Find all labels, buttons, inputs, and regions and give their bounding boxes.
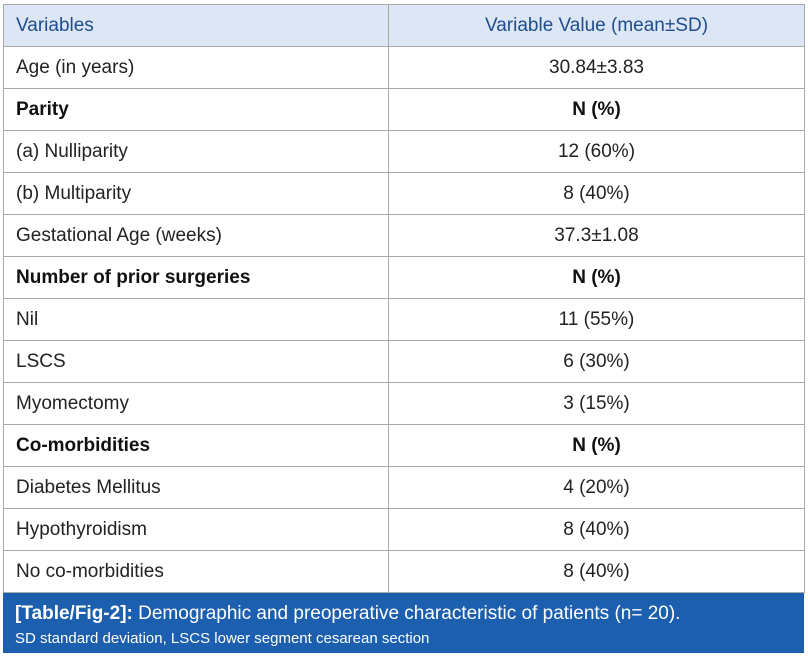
row-label: Nil bbox=[3, 298, 389, 341]
row-value: N (%) bbox=[388, 88, 805, 131]
table-row: Hypothyroidism 8 (40%) bbox=[3, 508, 805, 551]
row-value: 8 (40%) bbox=[388, 550, 805, 593]
characteristics-table: Variables Variable Value (mean±SD) Age (… bbox=[3, 4, 805, 593]
caption-label: [Table/Fig-2]: bbox=[15, 603, 133, 624]
table-row: LSCS 6 (30%) bbox=[3, 340, 805, 383]
table-row: (a) Nulliparity 12 (60%) bbox=[3, 130, 805, 173]
row-label: Hypothyroidism bbox=[3, 508, 389, 551]
row-label: No co-morbidities bbox=[3, 550, 389, 593]
caption-note: SD standard deviation, LSCS lower segmen… bbox=[15, 630, 430, 647]
table-row: Gestational Age (weeks) 37.3±1.08 bbox=[3, 214, 805, 257]
row-value: 11 (55%) bbox=[388, 298, 805, 341]
row-value: 12 (60%) bbox=[388, 130, 805, 173]
row-value: 8 (40%) bbox=[388, 508, 805, 551]
table-row: (b) Multiparity 8 (40%) bbox=[3, 172, 805, 215]
row-label: Myomectomy bbox=[3, 382, 389, 425]
header-variables: Variables bbox=[3, 4, 389, 47]
table-row: Nil 11 (55%) bbox=[3, 298, 805, 341]
row-label: (a) Nulliparity bbox=[3, 130, 389, 173]
row-label: (b) Multiparity bbox=[3, 172, 389, 215]
row-label: Co-morbidities bbox=[3, 424, 389, 467]
row-label: Diabetes Mellitus bbox=[3, 466, 389, 509]
row-value: 3 (15%) bbox=[388, 382, 805, 425]
row-value: 37.3±1.08 bbox=[388, 214, 805, 257]
table-caption: [Table/Fig-2]: Demographic and preoperat… bbox=[3, 593, 804, 653]
section-row: Co-morbidities N (%) bbox=[3, 424, 805, 467]
caption-text: Demographic and preoperative characteris… bbox=[138, 603, 681, 624]
table-row: No co-morbidities 8 (40%) bbox=[3, 550, 805, 593]
row-label: Age (in years) bbox=[3, 46, 389, 89]
row-value: N (%) bbox=[388, 256, 805, 299]
row-value: 6 (30%) bbox=[388, 340, 805, 383]
table-row: Myomectomy 3 (15%) bbox=[3, 382, 805, 425]
row-value: 8 (40%) bbox=[388, 172, 805, 215]
header-variable-value: Variable Value (mean±SD) bbox=[388, 4, 805, 47]
table-header-row: Variables Variable Value (mean±SD) bbox=[3, 4, 805, 47]
table-row: Age (in years) 30.84±3.83 bbox=[3, 46, 805, 89]
section-row: Parity N (%) bbox=[3, 88, 805, 131]
row-value: 4 (20%) bbox=[388, 466, 805, 509]
row-label: Number of prior surgeries bbox=[3, 256, 389, 299]
table-row: Diabetes Mellitus 4 (20%) bbox=[3, 466, 805, 509]
row-label: LSCS bbox=[3, 340, 389, 383]
row-label: Gestational Age (weeks) bbox=[3, 214, 389, 257]
section-row: Number of prior surgeries N (%) bbox=[3, 256, 805, 299]
row-label: Parity bbox=[3, 88, 389, 131]
table-figure: Variables Variable Value (mean±SD) Age (… bbox=[3, 4, 805, 653]
row-value: 30.84±3.83 bbox=[388, 46, 805, 89]
row-value: N (%) bbox=[388, 424, 805, 467]
table-body: Age (in years) 30.84±3.83 Parity N (%) (a) N… bbox=[3, 46, 805, 593]
